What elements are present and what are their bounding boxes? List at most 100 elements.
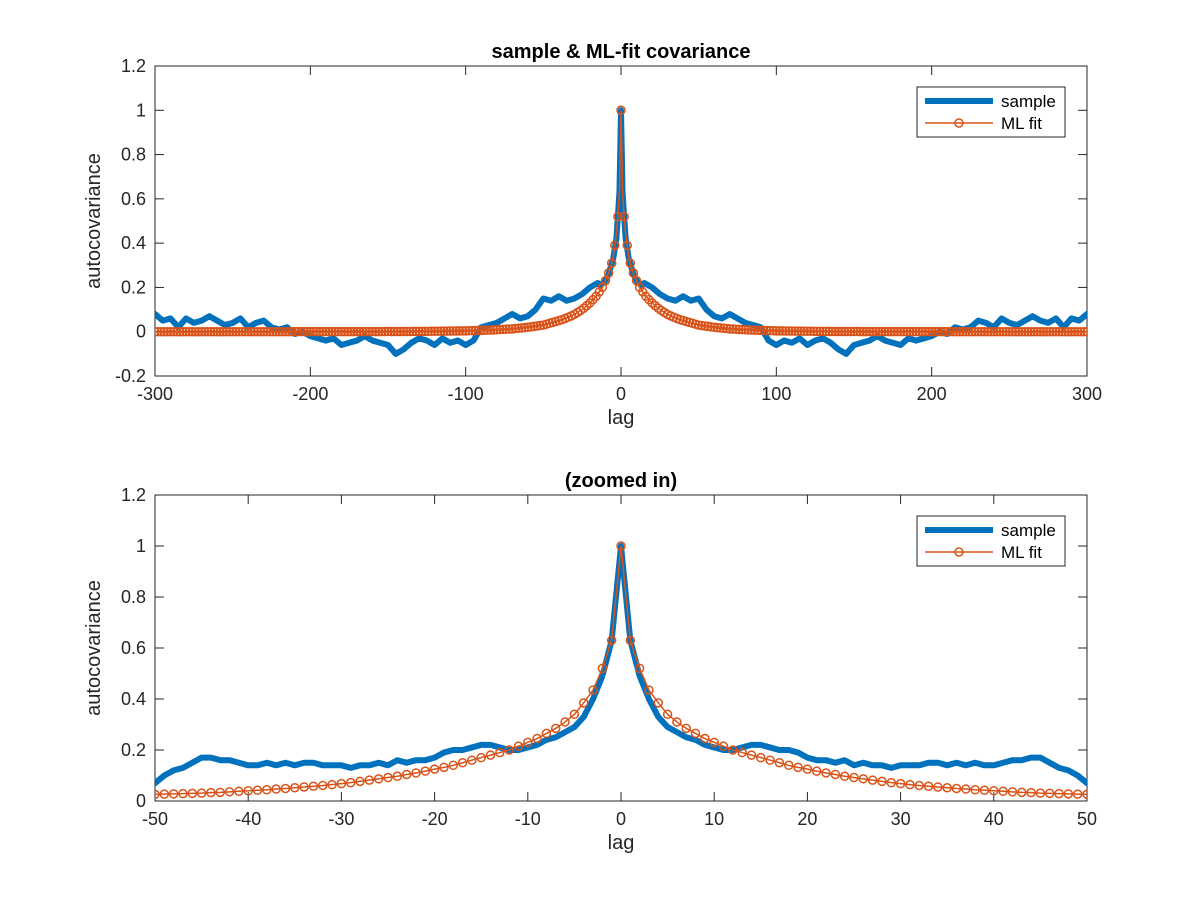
chart1-ml-fit-marker bbox=[442, 326, 452, 336]
chart1-ml-fit-marker bbox=[215, 326, 225, 337]
chart1-ml-fit-marker bbox=[740, 324, 751, 335]
chart2-ml-fit-marker bbox=[877, 776, 887, 787]
chart1-ml-fit-marker bbox=[979, 326, 990, 337]
chart1-ml-fit-marker bbox=[1069, 326, 1080, 337]
chart1-ml-fit-marker bbox=[917, 326, 928, 337]
chart1-ml-fit-marker bbox=[1066, 326, 1077, 337]
chart1-ml-fit-marker bbox=[1072, 326, 1083, 337]
chart1-ml-fit-marker bbox=[1051, 326, 1061, 337]
chart2-y-axis-label: autocovariance bbox=[83, 580, 105, 716]
chart1-ml-fit-marker bbox=[951, 326, 962, 337]
chart1-ml-fit-marker bbox=[308, 326, 319, 337]
chart1-ml-fit-marker bbox=[821, 326, 831, 337]
chart1-ml-fit-marker bbox=[1004, 326, 1015, 337]
chart1-ml-fit-marker bbox=[746, 325, 757, 335]
chart1-ml-fit-marker bbox=[175, 326, 185, 337]
chart1-ml-fit-marker bbox=[836, 326, 847, 337]
chart1-ml-fit-marker bbox=[762, 325, 772, 336]
chart2-legend-box bbox=[916, 515, 1066, 567]
chart2-ml-fit-marker bbox=[448, 760, 458, 771]
chart1-ml-fit-marker bbox=[712, 322, 723, 333]
chart1-ml-fit-marker bbox=[765, 325, 775, 336]
chart1-ml-fit-marker bbox=[231, 326, 241, 337]
chart1-ytick-label: -0.2 bbox=[115, 366, 146, 386]
chart2-ml-fit-marker bbox=[252, 785, 263, 796]
chart1-ml-fit-marker bbox=[774, 326, 785, 336]
chart1-legend-ml-fit-label: ML fit bbox=[1001, 114, 1042, 133]
chart1-ml-fit-marker bbox=[989, 326, 999, 337]
chart1-ml-fit-marker bbox=[709, 322, 719, 333]
chart1-ml-fit-marker bbox=[501, 324, 511, 334]
chart1-ytick-label: 0.8 bbox=[121, 145, 146, 165]
chart2-ml-fit-marker bbox=[644, 685, 654, 695]
chart1-ml-fit-marker bbox=[168, 326, 179, 337]
chart1-ml-fit-marker bbox=[193, 326, 204, 337]
chart2-ml-fit-marker bbox=[793, 762, 803, 773]
chart2-ml-fit-marker bbox=[765, 755, 775, 765]
chart1-ml-fit-marker bbox=[874, 326, 884, 337]
chart1-ml-fit-marker bbox=[488, 325, 499, 335]
chart1-ml-fit-marker bbox=[799, 326, 810, 336]
chart1-ml-fit-marker bbox=[802, 326, 813, 337]
chart1-ml-fit-marker bbox=[519, 322, 530, 333]
chart2-ml-fit-marker bbox=[616, 541, 626, 551]
chart1-ml-fit-marker bbox=[377, 326, 387, 337]
chart2-ml-fit-marker bbox=[1072, 789, 1083, 799]
chart1-ml-fit-marker bbox=[336, 326, 347, 337]
chart1-ml-fit-marker bbox=[432, 326, 443, 336]
chart1-ml-fit-marker bbox=[224, 326, 235, 337]
chart1-ml-fit-marker bbox=[926, 326, 937, 337]
chart1-xtick-label: -100 bbox=[448, 384, 484, 404]
chart1-ml-fit-marker bbox=[895, 326, 906, 337]
chart2-ml-fit-marker bbox=[271, 784, 281, 794]
chart2-ml-fit-marker bbox=[690, 728, 701, 739]
chart2-ml-fit-marker bbox=[653, 698, 664, 708]
chart1-ml-fit-marker bbox=[1020, 326, 1030, 337]
chart2-ml-fit-marker bbox=[821, 768, 831, 778]
chart1-ml-fit-marker bbox=[715, 323, 726, 333]
chart2-ml-fit-marker bbox=[308, 781, 319, 791]
chart2-xtick-label: 20 bbox=[797, 809, 817, 829]
chart1-ml-fit-marker bbox=[212, 326, 222, 337]
chart2-ml-fit-marker bbox=[168, 789, 179, 799]
chart1-ml-fit-marker bbox=[426, 326, 437, 337]
chart1-ml-fit-marker bbox=[1041, 326, 1052, 337]
chart1-xtick-label: -200 bbox=[292, 384, 328, 404]
chart1-ml-fit-marker bbox=[370, 326, 381, 337]
chart1-ml-fit-marker bbox=[330, 326, 340, 337]
chart2-ml-fit-marker bbox=[336, 778, 347, 789]
chart2-ml-fit-marker bbox=[830, 769, 841, 780]
chart1-ml-fit-marker bbox=[311, 326, 322, 337]
chart1-ml-fit-marker bbox=[805, 326, 816, 337]
chart1-ml-fit-marker bbox=[1029, 326, 1039, 337]
chart2-ml-fit-marker bbox=[401, 769, 412, 780]
chart1-ml-fit-marker bbox=[352, 326, 362, 337]
chart1-ml-fit-marker bbox=[892, 326, 903, 337]
chart2-ml-fit-marker bbox=[429, 764, 440, 774]
chart2-ml-fit-marker bbox=[420, 766, 431, 776]
chart1-ml-fit-marker bbox=[429, 326, 440, 337]
chart2-xtick-label: -50 bbox=[142, 809, 168, 829]
chart1-ml-fit-marker bbox=[155, 326, 163, 337]
chart2-ml-fit-marker bbox=[1082, 789, 1087, 800]
chart2-ml-fit-marker bbox=[681, 723, 691, 734]
chart1-ml-fit-marker bbox=[1035, 326, 1046, 337]
chart1-ml-fit-marker bbox=[867, 326, 878, 337]
chart1-ml-fit-marker bbox=[423, 326, 434, 337]
chart2-ml-fit-marker bbox=[746, 750, 757, 760]
chart1-ml-fit-marker bbox=[995, 326, 1005, 337]
chart1-ml-fit-marker bbox=[942, 326, 952, 337]
chart1-legend-ml-fit-marker bbox=[954, 118, 964, 128]
chart1-ml-fit-marker bbox=[277, 326, 288, 337]
chart1-ml-fit-marker bbox=[1079, 326, 1087, 337]
chart1-ml-fit-marker bbox=[1013, 326, 1024, 337]
chart2-ml-fit-marker bbox=[634, 663, 645, 674]
chart2-legend-ml-fit-label: ML fit bbox=[1001, 543, 1042, 562]
chart1-ml-fit-marker bbox=[414, 326, 424, 337]
chart1-ml-fit-marker bbox=[460, 326, 471, 336]
chart2-ml-fit-marker bbox=[784, 760, 794, 771]
chart1-ml-fit-marker bbox=[1010, 326, 1021, 337]
chart1-ml-fit-marker bbox=[905, 326, 915, 337]
chart1-ml-fit-marker bbox=[156, 326, 166, 337]
chart1-ml-fit-marker bbox=[793, 326, 803, 336]
